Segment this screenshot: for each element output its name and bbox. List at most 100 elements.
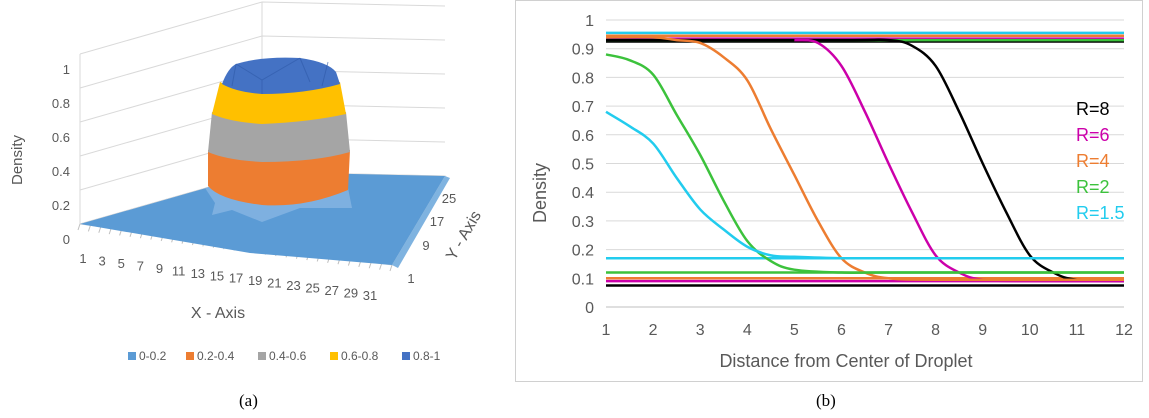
surface-band-grey: [208, 112, 350, 162]
series-curve: [605, 35, 1125, 282]
y-axis-tick-labels: 0 0.1 0.2 0.3 0.4 0.5 0.6 0.7 0.8 0.9 1: [572, 13, 594, 317]
legend-swatch: [402, 352, 410, 360]
x-tick-mark: [87, 225, 91, 232]
legend-entry: R=6: [1076, 125, 1110, 145]
y-tick-label: 0.7: [572, 99, 594, 116]
density-surface: [80, 57, 450, 268]
x-tick-label: 10: [1021, 322, 1039, 339]
series-curve: [605, 53, 1124, 275]
z-tick-label: 0.2: [52, 198, 70, 213]
x-tick-label: 17: [229, 271, 243, 286]
y-tick-label: 0.1: [572, 271, 594, 288]
x-tick-label: 5: [118, 256, 125, 271]
panel-a-caption: (a): [239, 391, 258, 410]
legend-label: 0.4-0.6: [269, 349, 307, 363]
x-tick-label: 9: [978, 322, 987, 339]
x-tick-label: 3: [696, 322, 705, 339]
legend-item: 0.8-1: [402, 349, 441, 363]
z-axis-tick-labels: 0 0.2 0.4 0.6 0.8 1: [52, 62, 70, 247]
y-tick-label: 0.3: [572, 214, 594, 231]
x-tick-label: 19: [248, 273, 262, 288]
y-tick-label: 0.8: [572, 70, 594, 87]
legend-entry: R=1.5: [1076, 203, 1125, 223]
x-tick-label: 7: [137, 258, 144, 273]
x-axis-label: X - Axis: [191, 305, 245, 322]
x-tick-label: 29: [344, 286, 358, 301]
y-tick-label: 0.6: [572, 128, 594, 145]
x-tick-label: 15: [210, 268, 224, 283]
x-tick-label: 9: [156, 261, 163, 276]
x-tick-label: 7: [884, 322, 893, 339]
y-tick-label: 1: [585, 13, 594, 30]
series-curve: [794, 38, 1125, 283]
y-tick-label: 17: [430, 214, 444, 229]
y-tick-label: 0: [585, 300, 594, 317]
legend-entry: R=4: [1076, 151, 1110, 171]
z-tick-label: 0: [63, 232, 70, 247]
x-tick-mark: [98, 226, 102, 233]
legend-entry: R=8: [1076, 99, 1110, 119]
x-tick-label: 8: [931, 322, 940, 339]
z-tick-label: 0.8: [52, 96, 70, 111]
legend-label: 0.2-0.4: [197, 349, 235, 363]
x-tick-label: 4: [743, 322, 752, 339]
surface-base-right: [392, 176, 450, 268]
legend-entry: R=2: [1076, 177, 1110, 197]
x-tick-label: 25: [305, 281, 319, 296]
legend-item: 0.4-0.6: [258, 349, 307, 363]
line-series-group: [605, 31, 1125, 287]
x-tick-mark: [368, 262, 372, 269]
z-tick-label: 0.6: [52, 130, 70, 145]
surface-top-facets: [231, 57, 329, 94]
y-tick-label: 0.2: [572, 243, 594, 260]
line-chart-gridlines: [606, 19, 1124, 308]
x-tick-label: 2: [649, 322, 658, 339]
series-curve: [605, 110, 1124, 260]
z-tick-label: 0.4: [52, 164, 70, 179]
x-tick-label: 13: [191, 266, 205, 281]
y-axis-tick-labels: 1 917 25: [407, 191, 456, 286]
x-tick-label: 1: [602, 322, 611, 339]
x-tick-mark: [389, 264, 393, 272]
x-tick-label: 3: [99, 253, 106, 268]
x-tick-label: 27: [324, 283, 338, 298]
x-tick-mark: [379, 263, 383, 270]
z-axis-label: Density: [9, 134, 26, 185]
x-tick-label: 1: [79, 251, 86, 266]
y-tick-label: 0.4: [572, 185, 594, 202]
legend-swatch: [258, 352, 266, 360]
x-tick-label: 11: [1069, 322, 1086, 339]
y-tick-label: 0.5: [572, 157, 594, 174]
y-tick-label: 1: [407, 271, 414, 286]
legend-swatch: [330, 352, 338, 360]
x-tick-label: 31: [363, 288, 377, 303]
legend-label: 0-0.2: [139, 349, 167, 363]
surface-band-yellow: [212, 82, 346, 124]
legend-label: 0.6-0.8: [341, 349, 379, 363]
x-axis-tick-labels: 1 3 5 7 9 11 13 15 17 19 21 23 25 27 29 31: [79, 251, 377, 303]
y-axis-label: Y - Axis: [443, 208, 485, 263]
surface-band-orange: [208, 150, 350, 206]
x-tick-label: 6: [837, 322, 846, 339]
legend-item: 0.6-0.8: [330, 349, 379, 363]
panel-b-caption: (b): [816, 391, 836, 410]
legend-label: 0.8-1: [413, 349, 441, 363]
y-axis-label: Density: [530, 163, 550, 223]
series-curve: [606, 38, 1125, 283]
y-tick-label: 25: [442, 191, 456, 206]
y-tick-label: 9: [422, 238, 429, 253]
z-tick-label: 1: [63, 62, 70, 77]
x-axis-tick-labels: 1 2 3 4 5 6 7 8 9 10 11 12: [602, 322, 1133, 339]
x-axis-label: Distance from Center of Droplet: [719, 351, 972, 371]
legend-item: 0-0.2: [128, 349, 167, 363]
line-chart-legend: R=8 R=6 R=4 R=2 R=1.5: [1076, 99, 1125, 223]
surface-chart: 00.20.40.60.81 1 3 5 7 9 11 13 15 17 19 21 23 25 27 29…: [9, 1, 485, 363]
x-tick-label: 21: [267, 276, 281, 291]
y-tick-label: 0.9: [572, 42, 594, 59]
surface-chart-panel: 0 0.2 0.4 0.6 0.8 1 1 3 5 7 9 11 13 15 17 19 21 23 25 27 29…: [0, 0, 495, 390]
x-tick-label: 5: [790, 322, 799, 339]
surface-legend: 0-0.2 0.2-0.4 0.4-0.6 0.6-0.8 0.8-1: [128, 349, 441, 363]
x-tick-label: 12: [1115, 322, 1133, 339]
